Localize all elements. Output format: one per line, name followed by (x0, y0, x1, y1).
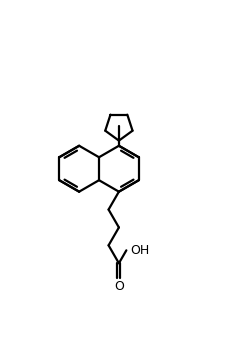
Text: OH: OH (129, 244, 148, 257)
Text: O: O (113, 280, 123, 293)
